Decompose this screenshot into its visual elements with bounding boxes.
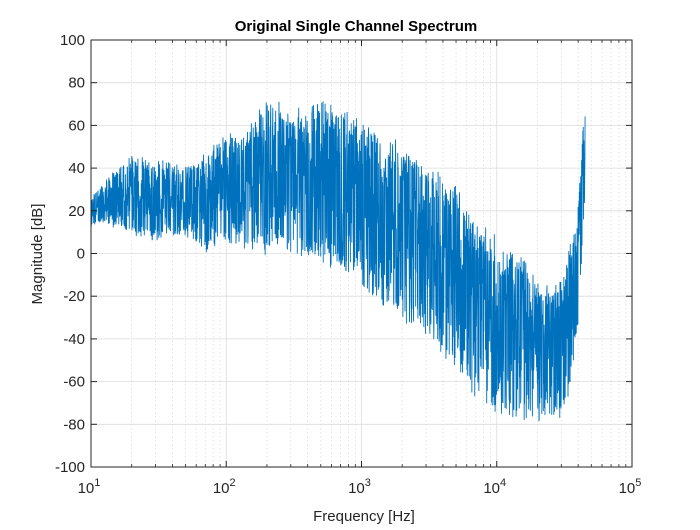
chart-title: Original Single Channel Spectrum [235, 18, 478, 35]
y-tick-label: -80 [63, 416, 85, 433]
y-tick-label: 0 [77, 246, 85, 263]
y-axis-label: Magnitude [dB] [29, 204, 46, 305]
x-tick-label: 105 [619, 477, 642, 497]
y-tick-label: -100 [55, 459, 85, 476]
y-tick-label: -20 [63, 288, 85, 305]
y-tick-label: 60 [68, 117, 85, 134]
x-axis-label: Frequency [Hz] [313, 508, 415, 525]
y-tick-label: 20 [68, 203, 85, 220]
x-tick-labels: 101 102 103 104 105 [78, 477, 642, 497]
y-tick-labels: -100 -80 -60 -40 -20 0 20 40 60 80 100 [55, 32, 85, 476]
y-tick-label: -60 [63, 374, 85, 391]
tick-marks [90, 39, 633, 468]
y-tick-label: 100 [60, 32, 85, 49]
x-tick-label: 102 [213, 477, 236, 497]
y-tick-label: 40 [68, 160, 85, 177]
x-tick-label: 103 [348, 477, 371, 497]
x-tick-label: 104 [483, 477, 506, 497]
spectrum-line [90, 101, 586, 422]
y-tick-label: 80 [68, 75, 85, 92]
y-tick-label: -40 [63, 331, 85, 348]
x-tick-label: 101 [78, 477, 101, 497]
series-layer [90, 101, 586, 422]
